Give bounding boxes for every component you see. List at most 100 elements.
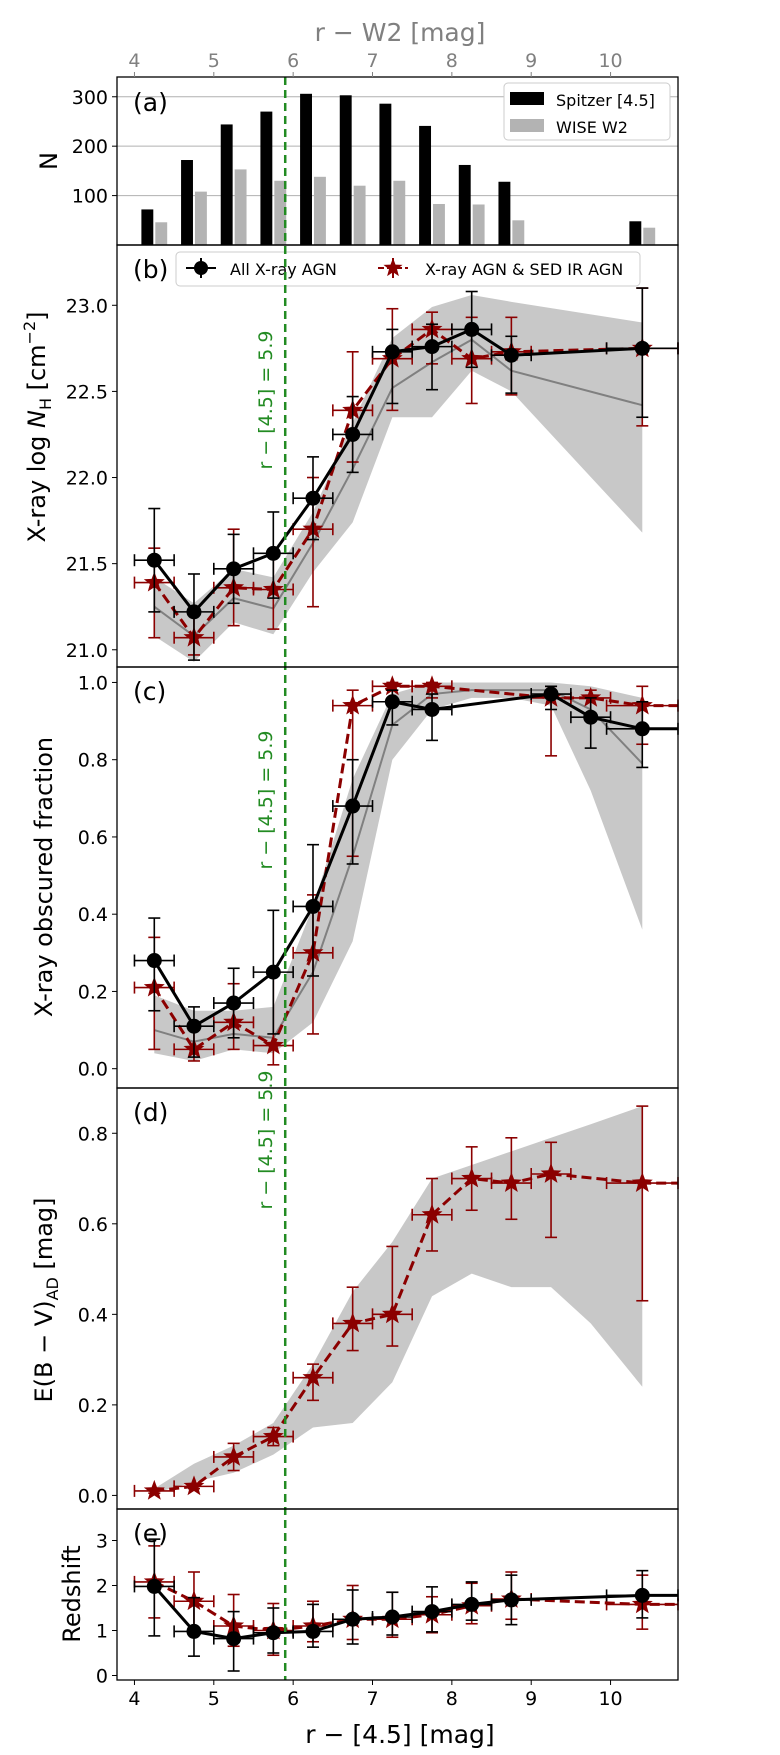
spitzer-bar — [220, 124, 233, 245]
ytick-label: 0 — [96, 1666, 108, 1688]
panel-d-ir-agn-point — [143, 1479, 165, 1500]
panel-c-all-agn-point — [424, 701, 440, 717]
bottom-axis-label: r − [4.5] [mag] — [305, 1720, 494, 1749]
legend-ir-agn-star — [383, 258, 403, 277]
panel-b-band — [154, 294, 643, 662]
panel-d-ir-agn-point — [381, 1303, 403, 1324]
bottom-xtick-label: 7 — [366, 1688, 378, 1710]
panel-d-ylabel: E(B − V)AD [mag] — [30, 1197, 62, 1402]
panel-c-ir-agn-point — [342, 694, 364, 715]
ytick-label: 300 — [72, 87, 108, 109]
spitzer-bar — [379, 103, 392, 246]
ytick-label: 22.0 — [66, 468, 108, 490]
ytick-label: 100 — [72, 186, 108, 208]
panel-b-label: (b) — [133, 255, 168, 284]
panel-e-all-agn-point — [345, 1611, 361, 1627]
top-xtick-label: 5 — [208, 50, 220, 72]
wise-bar — [393, 180, 406, 245]
panel-e-all-agn-point — [384, 1609, 400, 1625]
ytick-label: 21.0 — [66, 640, 108, 662]
bottom-xtick-label: 10 — [598, 1688, 622, 1710]
ytick-label: 1.0 — [78, 672, 108, 694]
top-xtick-label: 10 — [598, 50, 622, 72]
panel-c-ir-agn-point — [381, 675, 403, 696]
wise-bar — [155, 222, 168, 245]
panel-e-all-agn-point — [186, 1623, 202, 1639]
top-xtick-label: 7 — [366, 50, 378, 72]
legend-label-wise: WISE W2 — [556, 118, 628, 137]
spitzer-bar — [141, 209, 154, 245]
ytick-label: 0.2 — [78, 981, 108, 1003]
panel-c-ir-agn-point — [580, 686, 602, 707]
vline-label-text: r − [4.5] = 5.9 — [255, 330, 277, 469]
wise-bar — [472, 204, 485, 245]
top-xtick-label: 4 — [128, 50, 140, 72]
spitzer-bar — [260, 111, 273, 246]
ytick-label: 22.5 — [66, 381, 108, 403]
ytick-label: 2 — [96, 1576, 108, 1598]
panel-c-all-agn-point — [634, 721, 650, 737]
panel-e-all-agn-point — [226, 1631, 242, 1647]
panel-e-frame — [116, 1508, 679, 1681]
ytick-label: 21.5 — [66, 554, 108, 576]
legend-all-agn-dot — [194, 261, 208, 275]
panel-d-ir-agn-point — [631, 1172, 653, 1192]
panel-d-ir-agn-point — [342, 1312, 364, 1333]
legend-label-spitzer: Spitzer [4.5] — [556, 91, 655, 110]
panel-b-ylabel: X-ray log NH [cm−2] — [20, 311, 55, 542]
ytick-label: 0.4 — [78, 904, 108, 926]
panel-e-all-agn-point — [424, 1604, 440, 1620]
ytick-label: 0.8 — [78, 1123, 108, 1145]
panel-d-ir-agn-point — [500, 1172, 522, 1192]
panel-c-vline-label: r − [4.5] = 5.9 — [255, 730, 277, 869]
panel-d-band — [154, 1106, 643, 1494]
panel-b-all-agn-point — [146, 552, 162, 568]
spitzer-bar — [339, 95, 352, 246]
panel-d-label: (d) — [133, 1098, 168, 1127]
wise-bar — [512, 220, 525, 245]
wise-bar — [353, 185, 366, 245]
ytick-label: 0.0 — [78, 1059, 108, 1081]
panel-c-all-agn-point — [186, 1018, 202, 1034]
panel-d-ir-errorbar — [371, 1245, 413, 1347]
panel-b-all-agn-point — [226, 561, 242, 577]
panel-b-all-agn-point — [464, 321, 480, 337]
legend-swatch-wise — [510, 119, 544, 132]
panel-e-all-agn-point — [464, 1596, 480, 1612]
legend-swatch-spitzer — [510, 92, 544, 105]
panel-d-ir-agn-point — [461, 1167, 483, 1188]
legend-frame — [503, 82, 671, 141]
legend-label-ir-agn: X-ray AGN & SED IR AGN — [425, 260, 623, 279]
wise-bar — [643, 227, 656, 245]
panel-c-all-agn-point — [146, 953, 162, 969]
panel-c-all-agn-point — [345, 798, 361, 814]
wise-bar — [234, 169, 247, 245]
panel-c-all-agn-point — [305, 898, 321, 914]
panel-d-ir-agn-point — [183, 1475, 205, 1496]
panel-b-all-agn-point — [345, 426, 361, 442]
bottom-xtick-label: 6 — [287, 1688, 299, 1710]
panel-a-ylabel: N — [35, 152, 63, 170]
ytick-label: 0.6 — [78, 1214, 108, 1236]
panel-a-legend: Spitzer [4.5] WISE W2 — [503, 82, 671, 141]
ytick-label: 3 — [96, 1531, 108, 1553]
panel-e-label: (e) — [133, 1519, 168, 1548]
panel-c-all-agn-point — [226, 995, 242, 1011]
spitzer-bar — [419, 125, 432, 245]
panel-a-label: (a) — [133, 88, 168, 117]
panel-e-all-agn-point — [305, 1623, 321, 1639]
panel-b-all-agn-point — [384, 344, 400, 360]
ytick-label: 0.0 — [78, 1485, 108, 1507]
top-axis-label: r − W2 [mag] — [315, 18, 486, 47]
ytick-label: 0.2 — [78, 1395, 108, 1417]
spitzer-bar — [300, 93, 312, 245]
ytick-label: 23.0 — [66, 295, 108, 317]
panel-c-all-errorbar — [411, 693, 453, 742]
panel-b-all-agn-point — [265, 545, 281, 561]
panel-b-all-agn-point — [305, 490, 321, 506]
panel-c-all-agn-point — [543, 686, 559, 702]
panel-d-ir-agn-point — [302, 1366, 324, 1387]
panel-e-all-agn-point — [146, 1578, 162, 1594]
panel-c-ir-agn-point — [421, 675, 443, 696]
